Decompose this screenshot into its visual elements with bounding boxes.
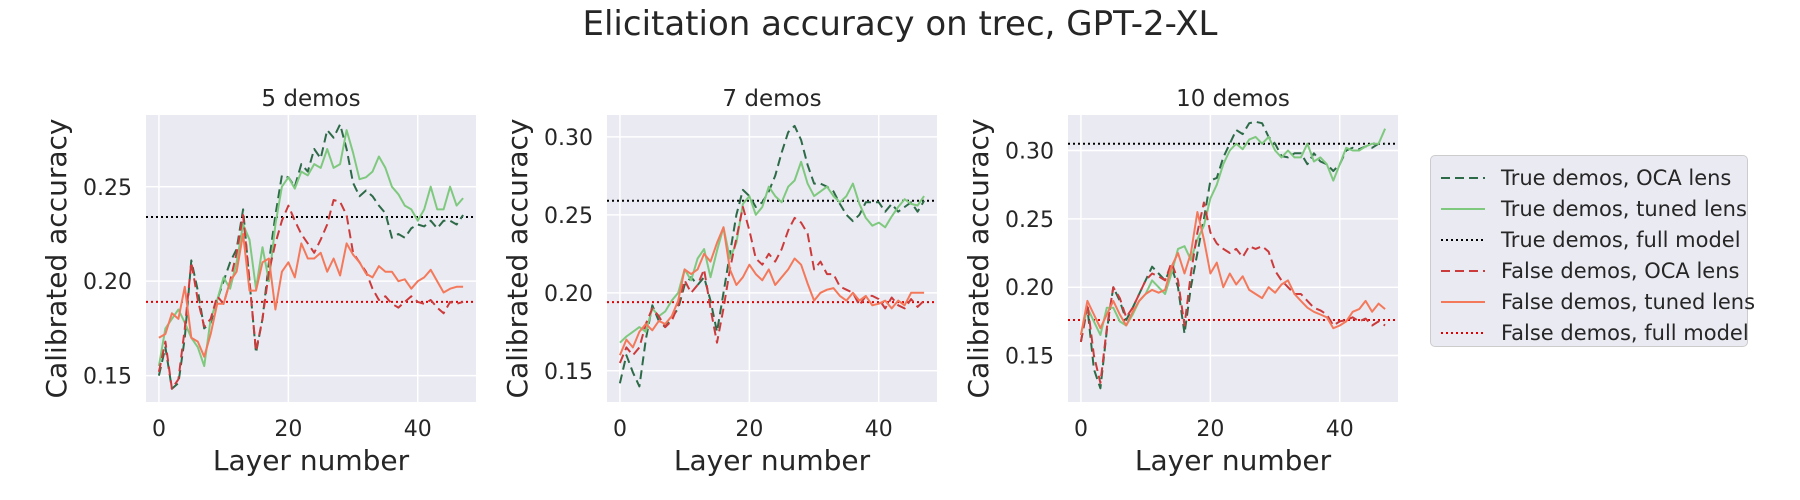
subplot-2: 0 20 40 0.15 0.20 0.25 0.30 7 demos Layer number… xyxy=(501,86,937,477)
legend-line-swatch xyxy=(1441,300,1485,303)
legend-item: False demos, OCA lens xyxy=(1441,255,1740,286)
legend-label: True demos, tuned lens xyxy=(1501,196,1747,221)
y-axis-label: Calibrated accuracy xyxy=(501,119,534,399)
subplot-3: 0 20 40 0.15 0.20 0.25 0.30 10 demos Layer numbe… xyxy=(962,86,1398,477)
series-line xyxy=(1079,211,1386,336)
x-tick-label: 20 xyxy=(735,417,763,442)
legend-label: False demos, full model xyxy=(1501,320,1749,345)
y-tick-label: 0.20 xyxy=(83,270,132,295)
legend-label: True demos, OCA lens xyxy=(1501,165,1732,190)
series-line xyxy=(618,226,925,356)
legend-line-swatch xyxy=(1441,331,1485,334)
legend-item: True demos, OCA lens xyxy=(1441,162,1737,193)
x-tick-label: 40 xyxy=(404,417,432,442)
legend-line-swatch xyxy=(1441,238,1485,241)
legend-line-swatch xyxy=(1441,269,1485,272)
y-tick-label: 0.30 xyxy=(544,126,593,151)
y-tick-label: 0.20 xyxy=(1005,276,1054,301)
subplot-1: 0 20 40 0.15 0.20 0.25 5 demos Layer number Cali… xyxy=(40,86,476,477)
x-tick-label: 0 xyxy=(152,417,166,442)
series-line xyxy=(157,199,464,390)
legend-line-swatch xyxy=(1441,207,1485,210)
legend-label: False demos, tuned lens xyxy=(1501,289,1756,314)
x-axis-label: Layer number xyxy=(674,444,871,477)
y-tick-label: 0.25 xyxy=(83,176,132,201)
legend-label: False demos, OCA lens xyxy=(1501,258,1740,283)
series-line xyxy=(619,160,925,344)
series-line xyxy=(158,233,464,358)
y-tick-label: 0.30 xyxy=(1005,140,1054,165)
series-line xyxy=(157,129,464,368)
legend-line-swatch xyxy=(1441,176,1485,179)
y-tick-label: 0.25 xyxy=(1005,208,1054,233)
series-line xyxy=(618,206,925,364)
y-tick-label: 0.15 xyxy=(1005,345,1054,370)
subplot-title: 10 demos xyxy=(1176,86,1290,112)
legend: True demos, OCA lens True demos, tuned le… xyxy=(1430,155,1755,348)
figure-title: Elicitation accuracy on trec, GPT-2-XL xyxy=(582,4,1218,44)
x-tick-label: 0 xyxy=(613,417,627,442)
series-line xyxy=(1079,120,1386,390)
x-tick-label: 20 xyxy=(274,417,302,442)
legend-item: True demos, full model xyxy=(1441,224,1741,255)
y-tick-label: 0.20 xyxy=(544,282,593,307)
y-axis-label: Calibrated accuracy xyxy=(40,119,73,399)
subplot-title: 5 demos xyxy=(261,86,360,112)
y-tick-label: 0.25 xyxy=(544,204,593,229)
series-line xyxy=(1079,201,1386,384)
plot-area xyxy=(1068,115,1398,402)
subplot-title: 7 demos xyxy=(722,86,821,112)
legend-label: True demos, full model xyxy=(1501,227,1741,252)
legend-item: False demos, tuned lens xyxy=(1441,286,1755,317)
plot-area xyxy=(607,115,937,402)
legend-item: False demos, full model xyxy=(1441,317,1749,348)
x-tick-label: 0 xyxy=(1074,417,1088,442)
y-tick-label: 0.15 xyxy=(83,365,132,390)
x-axis-label: Layer number xyxy=(1135,444,1332,477)
x-tick-label: 40 xyxy=(1326,417,1354,442)
y-tick-label: 0.15 xyxy=(544,360,593,385)
x-tick-label: 40 xyxy=(865,417,893,442)
y-axis-label: Calibrated accuracy xyxy=(962,119,995,399)
x-axis-label: Layer number xyxy=(213,444,410,477)
series-line xyxy=(157,123,464,390)
legend-item: True demos, tuned lens xyxy=(1441,193,1747,224)
x-tick-label: 20 xyxy=(1196,417,1224,442)
